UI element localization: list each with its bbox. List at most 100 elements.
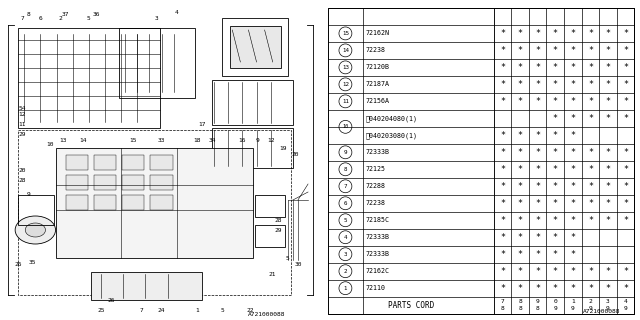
Text: 12: 12: [342, 82, 349, 87]
Text: 2: 2: [344, 269, 347, 274]
Text: *: *: [500, 199, 505, 208]
Text: *: *: [553, 63, 558, 72]
Text: *: *: [605, 63, 611, 72]
Text: 72187A: 72187A: [365, 81, 390, 87]
Text: *: *: [518, 250, 523, 259]
Text: *: *: [553, 233, 558, 242]
Text: *: *: [553, 267, 558, 276]
Text: 3: 3: [155, 15, 159, 20]
Text: 5: 5: [220, 308, 224, 313]
Text: 54: 54: [19, 106, 26, 110]
Text: *: *: [623, 267, 628, 276]
Text: 20: 20: [19, 167, 26, 172]
Text: *: *: [535, 63, 540, 72]
Text: 22: 22: [247, 308, 254, 313]
Text: 8: 8: [536, 306, 540, 311]
Text: 18: 18: [193, 138, 201, 142]
Text: 15: 15: [129, 138, 137, 142]
Bar: [56, 148, 253, 258]
Text: *: *: [570, 29, 575, 38]
Text: 7: 7: [500, 299, 504, 304]
Text: *: *: [623, 182, 628, 191]
Text: 8: 8: [518, 306, 522, 311]
Bar: [94, 155, 116, 170]
Text: *: *: [588, 29, 593, 38]
Text: 0: 0: [554, 299, 557, 304]
Bar: [222, 18, 288, 76]
Bar: [150, 195, 173, 210]
Text: 72162C: 72162C: [365, 268, 390, 274]
Text: 72162N: 72162N: [365, 30, 390, 36]
Text: *: *: [535, 80, 540, 89]
Text: *: *: [570, 80, 575, 89]
Text: *: *: [588, 63, 593, 72]
Text: *: *: [535, 267, 540, 276]
Text: *: *: [500, 233, 505, 242]
Text: 33: 33: [158, 138, 165, 142]
Text: *: *: [605, 29, 611, 38]
Text: 7: 7: [20, 15, 24, 20]
Text: *: *: [500, 80, 505, 89]
Text: 16: 16: [239, 138, 246, 142]
Text: *: *: [535, 29, 540, 38]
Text: 12: 12: [19, 113, 26, 117]
Text: 9: 9: [606, 306, 610, 311]
Text: *: *: [553, 182, 558, 191]
Text: *: *: [518, 267, 523, 276]
Text: 26: 26: [15, 262, 22, 268]
Text: *: *: [553, 46, 558, 55]
Text: *: *: [553, 131, 558, 140]
Text: 19: 19: [279, 146, 287, 150]
Text: *: *: [518, 165, 523, 174]
Text: *: *: [518, 148, 523, 157]
Text: *: *: [500, 97, 505, 106]
Text: 14: 14: [342, 48, 349, 53]
Text: *: *: [623, 80, 628, 89]
Text: 2: 2: [589, 299, 592, 304]
Bar: [255, 225, 285, 247]
Text: *: *: [553, 97, 558, 106]
Text: *: *: [518, 182, 523, 191]
Bar: [122, 155, 145, 170]
Text: *: *: [500, 63, 505, 72]
Text: 15: 15: [342, 31, 349, 36]
Text: 37: 37: [62, 12, 69, 17]
Text: *: *: [588, 80, 593, 89]
Text: *: *: [553, 80, 558, 89]
Text: 35: 35: [29, 260, 36, 265]
Text: *: *: [588, 267, 593, 276]
Text: 8: 8: [344, 167, 347, 172]
Text: *: *: [605, 97, 611, 106]
Text: *: *: [500, 216, 505, 225]
Text: *: *: [535, 199, 540, 208]
Text: *: *: [518, 97, 523, 106]
Text: *: *: [570, 165, 575, 174]
Text: *: *: [570, 97, 575, 106]
Text: 72156A: 72156A: [365, 98, 390, 104]
Bar: [18, 195, 54, 225]
Text: 72238: 72238: [365, 200, 386, 206]
Text: *: *: [588, 165, 593, 174]
Text: *: *: [623, 199, 628, 208]
Text: *: *: [605, 199, 611, 208]
Bar: [94, 195, 116, 210]
Bar: [66, 195, 88, 210]
Text: 72110: 72110: [365, 285, 386, 291]
Text: 8: 8: [500, 306, 504, 311]
Text: 9: 9: [344, 150, 347, 155]
Bar: [66, 155, 88, 170]
Text: *: *: [518, 46, 523, 55]
Text: 9: 9: [589, 306, 592, 311]
Text: *: *: [605, 148, 611, 157]
Text: *: *: [623, 165, 628, 174]
Text: *: *: [518, 131, 523, 140]
Text: *: *: [570, 63, 575, 72]
Text: *: *: [535, 182, 540, 191]
Text: *: *: [605, 46, 611, 55]
Text: *: *: [588, 199, 593, 208]
Bar: [150, 175, 173, 190]
Text: 9: 9: [623, 306, 627, 311]
Text: *: *: [570, 114, 575, 123]
Text: *: *: [500, 46, 505, 55]
Bar: [119, 28, 195, 98]
